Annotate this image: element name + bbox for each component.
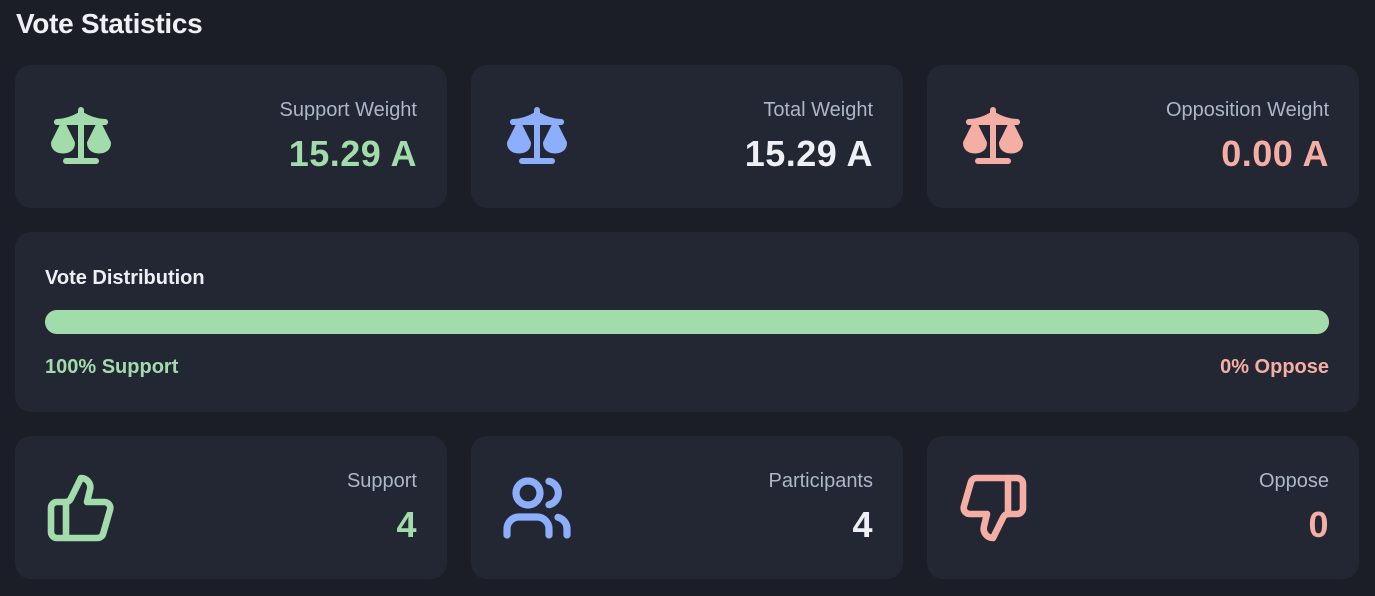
vote-distribution-title: Vote Distribution [45,267,205,289]
opposition-weight-value: 0.00 A [1221,133,1329,174]
support-percent-label: 100% Support [45,356,179,378]
oppose-count-value: 0 [1308,504,1329,545]
oppose-count-card: Oppose 0 [927,436,1359,579]
oppose-percent-label: 0% Oppose [1220,356,1329,378]
scale-icon [45,101,117,173]
total-weight-label: Total Weight [763,99,873,121]
scale-icon [957,101,1029,173]
thumbs-up-icon [45,472,117,544]
participants-value: 4 [852,504,873,545]
page-title: Vote Statistics [16,8,203,39]
total-weight-card: Total Weight 15.29 A [471,65,903,208]
support-fill [45,310,1329,334]
total-weight-value: 15.29 A [744,133,873,174]
support-weight-value: 15.29 A [288,133,417,174]
opposition-weight-card: Opposition Weight 0.00 A [927,65,1359,208]
users-icon [501,472,573,544]
support-weight-label: Support Weight [279,99,418,121]
oppose-count-label: Oppose [1258,470,1329,492]
scale-icon [501,101,573,173]
vote-distribution-card: Vote Distribution 100% Support 0% Oppose [15,232,1359,412]
support-count-card: Support 4 [15,436,447,579]
support-count-label: Support [346,470,417,492]
support-weight-card: Support Weight 15.29 A [15,65,447,208]
participants-label: Participants [768,470,874,492]
vote-distribution-bar [45,310,1329,334]
opposition-weight-label: Opposition Weight [1165,99,1329,121]
participants-card: Participants 4 [471,436,903,579]
thumbs-down-icon [957,472,1029,544]
support-count-value: 4 [396,504,417,545]
